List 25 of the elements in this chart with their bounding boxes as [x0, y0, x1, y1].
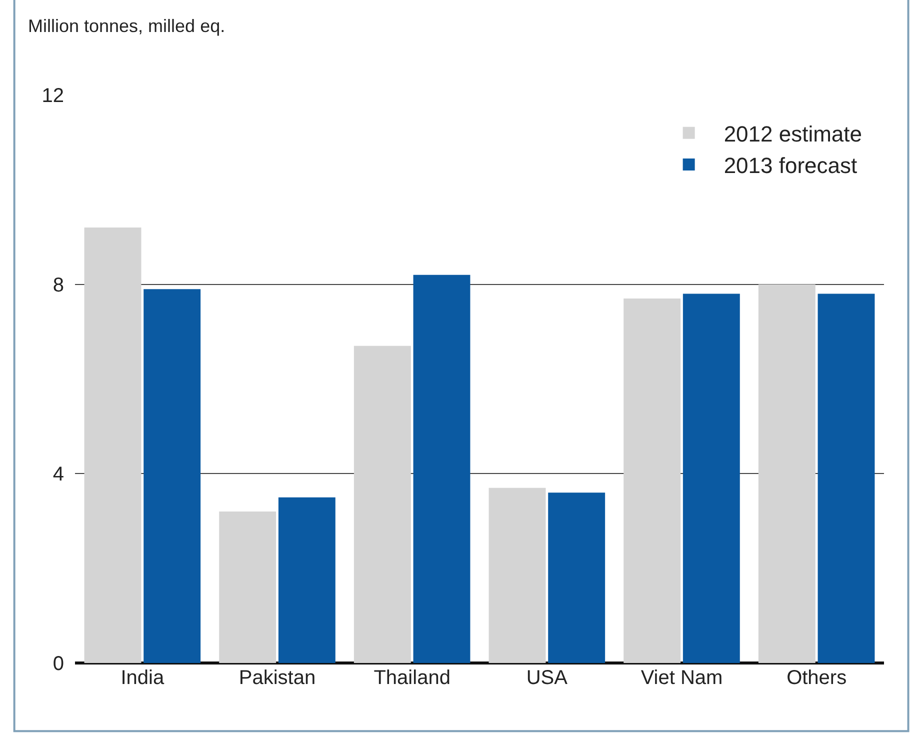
legend-label: 2013 forecast	[724, 153, 858, 178]
bar	[413, 274, 470, 663]
bar	[624, 298, 681, 663]
x-tick-label: Thailand	[374, 667, 450, 689]
bar	[682, 294, 740, 663]
bar	[278, 497, 336, 663]
bar	[548, 492, 606, 663]
bar	[354, 346, 411, 663]
x-tick-label: Viet Nam	[640, 667, 723, 689]
y-tick-label: 12	[42, 85, 64, 107]
y-tick-label: 0	[52, 653, 64, 675]
bar	[144, 289, 201, 663]
bar	[488, 488, 546, 663]
x-tick-label: Pakistan	[238, 667, 316, 689]
y-tick-label: 4	[52, 464, 64, 486]
bar	[758, 284, 816, 663]
x-tick-label: USA	[526, 667, 568, 689]
bar	[818, 294, 875, 663]
x-tick-label: India	[120, 667, 165, 689]
bar	[84, 228, 142, 663]
y-axis-title: Million tonnes, milled eq.	[28, 16, 226, 36]
bar	[219, 512, 276, 663]
y-tick-label: 8	[52, 274, 64, 296]
x-tick-label: Others	[786, 667, 847, 689]
legend-label: 2012 estimate	[724, 121, 862, 146]
